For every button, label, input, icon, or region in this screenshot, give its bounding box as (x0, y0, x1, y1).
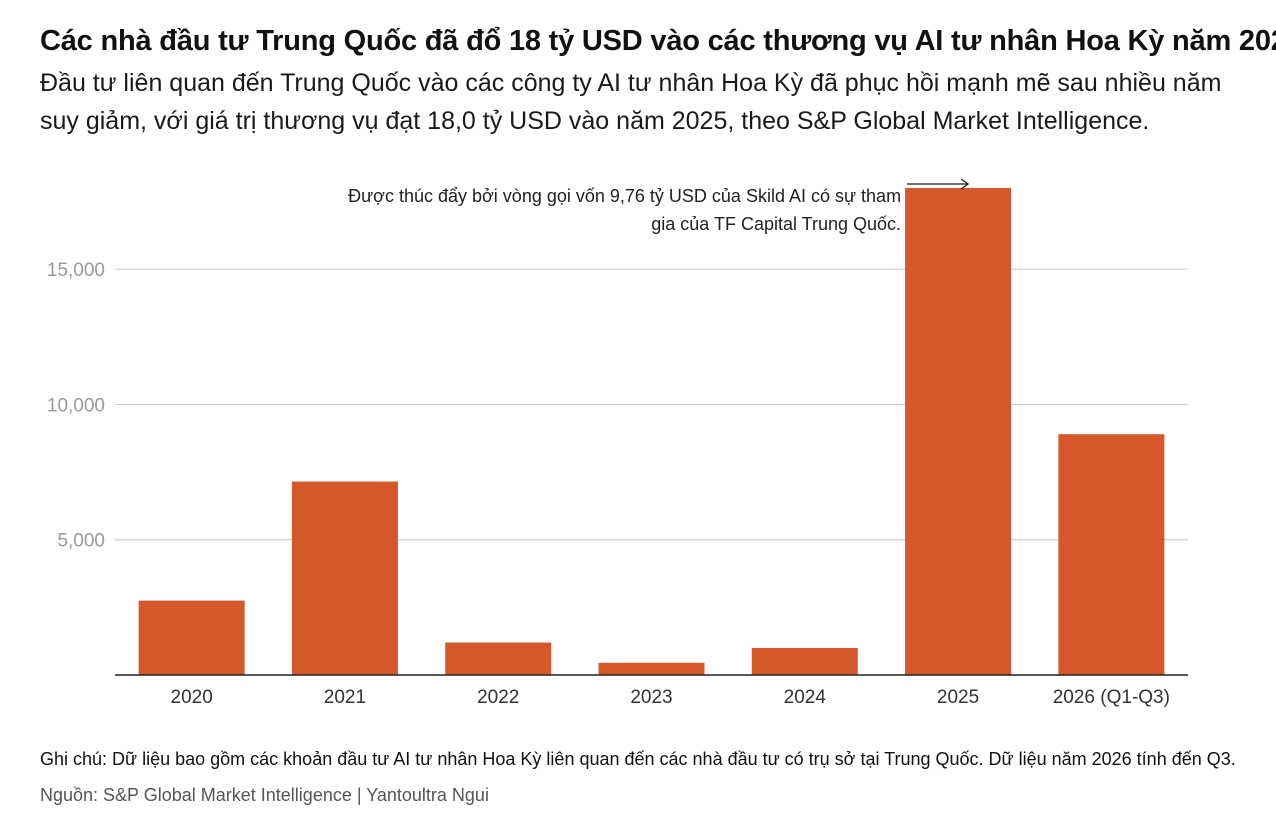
y-tick-label: 15,000 (47, 260, 105, 281)
x-tick-label: 2026 (Q1-Q3) (1053, 687, 1170, 708)
chart-title: Các nhà đầu tư Trung Quốc đã đổ 18 tỷ US… (40, 25, 1276, 57)
bar-2020 (138, 600, 245, 675)
x-tick-label: 2024 (784, 687, 827, 708)
x-tick-label: 2025 (937, 687, 979, 708)
x-tick-label: 2023 (630, 687, 672, 708)
y-tick-label: 5,000 (57, 531, 105, 552)
bar-2021 (291, 481, 398, 675)
x-tick-label: 2020 (171, 687, 213, 708)
bar-2023 (598, 662, 705, 675)
footnote: Ghi chú: Dữ liệu bao gồm các khoản đầu t… (40, 749, 1236, 769)
bar-2024 (751, 647, 858, 675)
annotation-arrow-head (960, 178, 970, 190)
y-axis-ticks: 5,000 10,000 15,000 (47, 260, 105, 552)
annotation-text: gia của TF Capital Trung Quốc. (651, 214, 901, 234)
bar-2022 (445, 642, 552, 675)
x-tick-label: 2021 (324, 687, 366, 708)
y-tick-label: 10,000 (47, 395, 105, 416)
x-axis-ticks: 2020 2021 2022 2023 2024 2025 2026 (Q1-Q3) (115, 674, 1188, 708)
bars (138, 188, 1165, 675)
bar-2025 (905, 188, 1012, 675)
x-tick-label: 2022 (477, 687, 519, 708)
gridlines (115, 268, 1188, 541)
source-line: Nguồn: S&P Global Market Intelligence | … (40, 785, 489, 805)
chart-subtitle: Đầu tư liên quan đến Trung Quốc vào các … (40, 69, 1222, 135)
bar-2026-Q1-Q3 (1058, 434, 1165, 675)
annotation: Được thúc đẩy bởi vòng gọi vốn 9,76 tỷ U… (348, 178, 970, 234)
annotation-text: Được thúc đẩy bởi vòng gọi vốn 9,76 tỷ U… (348, 186, 901, 206)
